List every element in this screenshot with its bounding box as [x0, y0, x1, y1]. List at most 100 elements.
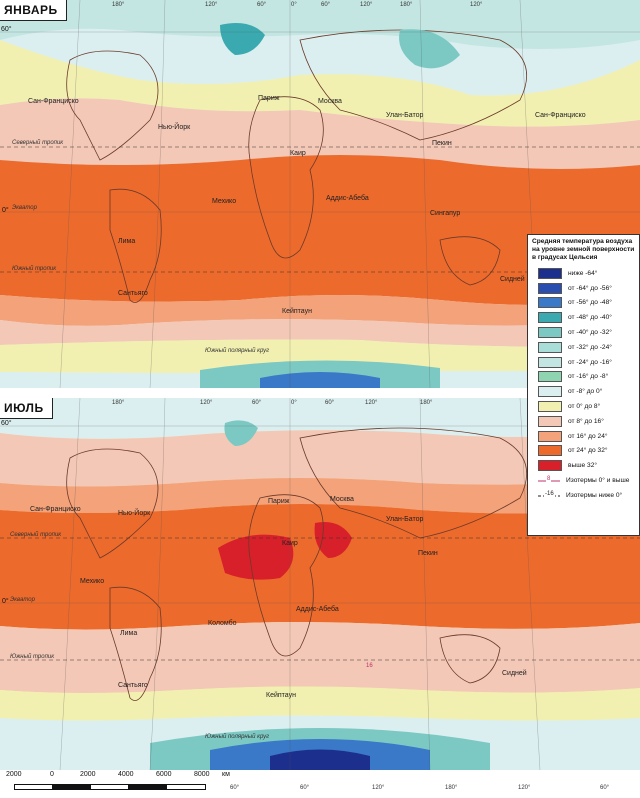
temperature-legend: Средняя температура воздуха на уровне зе…	[527, 234, 640, 536]
city-label: Мехико	[80, 578, 105, 585]
city-label: Кейптаун	[266, 692, 296, 699]
isotherm-below-sample: -16	[544, 490, 555, 497]
city-label: Кейптаун	[282, 308, 312, 315]
scale-tick: 0	[50, 771, 54, 778]
longitude-label: 180°	[112, 400, 125, 406]
isotherm-below-line-icon: -16	[538, 490, 560, 500]
legend-swatch	[538, 430, 562, 442]
city-label: Сидней	[502, 670, 527, 677]
longitude-label: 60°	[252, 400, 262, 406]
distance-scale: 2000 0 2000 4000 6000 8000 км	[0, 771, 260, 798]
legend-item: от 0° до 8°	[528, 399, 639, 414]
legend-item: от 16° до 24°	[528, 429, 639, 444]
zone-label: Южный полярный круг	[205, 734, 270, 740]
legend-label: ниже -64°	[568, 269, 598, 277]
city-label: Париж	[268, 498, 290, 505]
july-title: ИЮЛЬ	[0, 398, 53, 419]
legend-swatch	[538, 267, 562, 279]
january-map: ЯНВАРЬ Сан-Франциско Нью-Йорк Париж Моск…	[0, 0, 640, 388]
scale-tick: 8000	[194, 771, 210, 778]
latitude-label: 0°	[2, 207, 9, 214]
legend-label: от -16° до -8°	[568, 373, 609, 381]
longitude-label: 120°	[365, 400, 378, 406]
city-label: Улан-Батор	[386, 516, 424, 523]
legend-swatch	[538, 297, 562, 309]
legend-swatch	[538, 282, 562, 294]
longitude-label: 60°	[321, 2, 331, 8]
city-label: Нью-Йорк	[158, 124, 191, 131]
longitude-label: 120°	[470, 2, 483, 8]
city-label: Аддис-Абеба	[326, 195, 369, 202]
longitude-label: 180°	[445, 785, 458, 791]
legend-swatch	[538, 445, 562, 457]
legend-title: Средняя температура воздуха на уровне зе…	[532, 238, 635, 261]
legend-label: от -48° до -40°	[568, 314, 612, 322]
city-label: Коломбо	[208, 620, 237, 627]
longitude-label: 60°	[600, 785, 610, 791]
legend-item: от 24° до 32°	[528, 444, 639, 459]
latitude-label: 60°	[1, 420, 12, 427]
legend-item: от -8° до 0°	[528, 384, 639, 399]
isotherm-above-line-icon: 8	[538, 476, 560, 485]
city-label: Каир	[282, 540, 298, 547]
legend-item: от -48° до -40°	[528, 310, 639, 325]
city-label: Сан-Франциско	[30, 506, 81, 513]
city-label: Сингапур	[430, 210, 461, 217]
legend-item: выше 32°	[528, 458, 639, 473]
longitude-label: 180°	[112, 2, 125, 8]
legend-isotherm-below: -16 Изотермы ниже 0°	[528, 488, 639, 503]
zone-label: Северный тропик	[10, 532, 62, 538]
january-title: ЯНВАРЬ	[0, 0, 67, 21]
city-label: Сан-Франциско	[535, 112, 586, 119]
legend-swatch	[538, 356, 562, 368]
legend-label: от 16° до 24°	[568, 432, 608, 440]
longitude-label: 120°	[200, 400, 213, 406]
legend-swatch	[538, 415, 562, 427]
longitude-label: 60°	[230, 785, 240, 791]
legend-label: от -24° до -16°	[568, 358, 612, 366]
legend-item: от -16° до -8°	[528, 370, 639, 385]
latitude-label: 60°	[1, 26, 12, 33]
scale-tick: 2000	[80, 771, 96, 778]
city-label: Париж	[258, 95, 280, 102]
scale-tick: 2000	[6, 771, 22, 778]
city-label: Улан-Батор	[386, 112, 424, 119]
latitude-label: 0°	[2, 598, 9, 605]
legend-swatch	[538, 312, 562, 324]
legend-label: от -56° до -48°	[568, 299, 612, 307]
longitude-label: 60°	[300, 785, 310, 791]
legend-label: от 8° до 16°	[568, 417, 604, 425]
city-label: Сантьяго	[118, 290, 148, 297]
city-label: Сантьяго	[118, 682, 148, 689]
legend-swatch	[538, 341, 562, 353]
legend-label: от -8° до 0°	[568, 388, 603, 396]
january-temperature-map	[0, 0, 640, 388]
legend-swatch	[538, 401, 562, 413]
zone-label: Южный тропик	[12, 266, 57, 272]
city-label: Москва	[330, 496, 354, 503]
longitude-label: 120°	[360, 2, 373, 8]
city-label: Мехико	[212, 198, 237, 205]
city-label: Сидней	[500, 276, 525, 283]
city-label: Лима	[120, 630, 138, 637]
scale-segment	[90, 784, 130, 790]
scale-unit: км	[222, 771, 230, 778]
legend-item: от -64° до -56°	[528, 281, 639, 296]
scale-segment	[128, 784, 168, 790]
isotherm-contour-label: 16	[366, 663, 373, 669]
legend-items: ниже -64° от -64° до -56° от -56° до -48° о…	[528, 266, 639, 473]
city-label: Лима	[118, 238, 136, 245]
legend-item: ниже -64°	[528, 266, 639, 281]
longitude-label: 0°	[291, 400, 297, 406]
legend-swatch	[538, 386, 562, 398]
isotherm-below-label: Изотермы ниже 0°	[566, 491, 623, 499]
city-label: Нью-Йорк	[118, 510, 151, 517]
zone-label: Южный тропик	[10, 654, 55, 660]
legend-label: выше 32°	[568, 462, 598, 470]
isotherm-above-sample: 8	[546, 476, 552, 483]
city-label: Москва	[318, 98, 342, 105]
scale-segment	[14, 784, 54, 790]
legend-item: от 8° до 16°	[528, 414, 639, 429]
legend-item: от -40° до -32°	[528, 325, 639, 340]
longitude-label: 60°	[325, 400, 335, 406]
